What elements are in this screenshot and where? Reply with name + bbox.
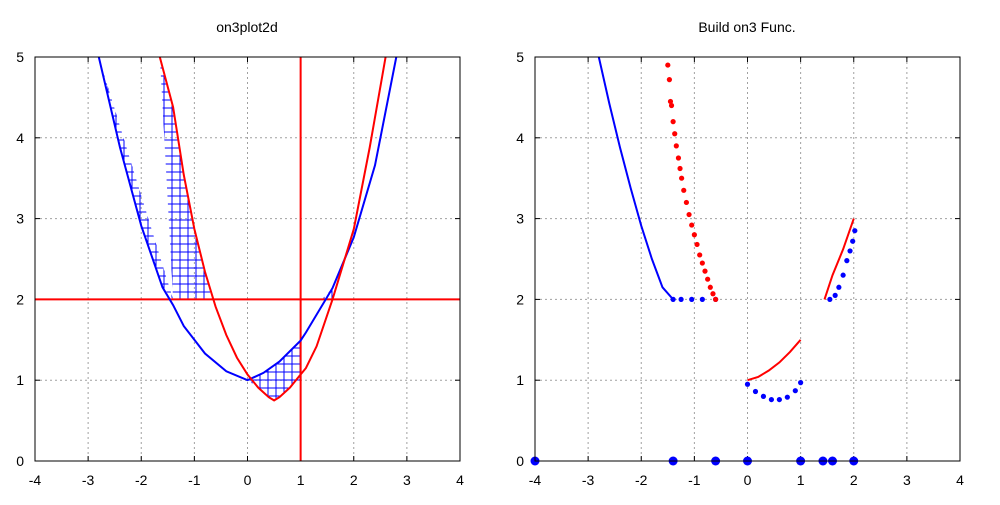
x-tick-label: 4 [456, 472, 464, 488]
series-marker [668, 102, 675, 109]
series-marker [847, 248, 853, 254]
x-tick-label: 1 [297, 472, 305, 488]
x-tick-label: 2 [350, 472, 358, 488]
series-marker [686, 211, 692, 218]
x-tick-label: -4 [529, 472, 542, 488]
series-marker [677, 165, 683, 172]
x-tick-label: 0 [744, 472, 752, 488]
series-marker [852, 228, 858, 234]
y-tick-label: 0 [16, 453, 24, 469]
series-line [597, 57, 674, 301]
series-marker [683, 199, 690, 206]
series-marker [827, 296, 833, 302]
series-marker [699, 260, 705, 266]
x-tick-label: -2 [635, 472, 648, 488]
series-marker [784, 394, 790, 400]
x-tick-label: -3 [82, 472, 95, 488]
series-marker [713, 296, 719, 302]
x-tick-label: -3 [582, 472, 595, 488]
series-marker [776, 396, 782, 403]
plot-area [597, 57, 855, 382]
hatched-region [98, 57, 212, 300]
plot-frame [34, 56, 461, 462]
series-marker [792, 388, 798, 394]
chart-title: Build on3 Func. [698, 19, 795, 35]
series-marker [844, 258, 850, 264]
series-marker [665, 62, 671, 68]
series-marker [798, 380, 804, 386]
y-tick-label: 5 [516, 49, 524, 65]
series-marker [679, 175, 685, 181]
series-marker [836, 284, 842, 290]
x-tick-label: -1 [688, 472, 701, 488]
y-tick-label: 3 [516, 211, 524, 227]
series-marker [699, 296, 705, 302]
series-marker [744, 381, 751, 387]
series-marker [681, 187, 687, 193]
plot-area [35, 57, 460, 461]
series-marker [850, 238, 856, 244]
x-tick-label: -4 [29, 472, 42, 488]
series-marker [670, 296, 676, 302]
series-line [158, 57, 387, 402]
series-line [823, 218, 855, 300]
grid [35, 57, 460, 461]
x-tick-label: 2 [850, 472, 858, 488]
x-tick-label: -1 [188, 472, 201, 488]
series-marker [705, 276, 711, 282]
y-tick-label: 4 [16, 130, 24, 146]
series-marker [670, 119, 676, 125]
series-marker [768, 396, 775, 403]
series-marker [689, 222, 695, 228]
x-tick-label: 3 [403, 472, 411, 488]
left-chart: on3plot2d -4 -3 -2 -1 0 1 2 3 4 0 1 2 3 4 5 [16, 19, 464, 488]
y-tick-label: 1 [516, 372, 524, 388]
series-line [97, 57, 398, 382]
series-marker [760, 393, 767, 399]
series-marker [832, 292, 838, 298]
y-tick-label: 3 [16, 211, 24, 227]
series-marker [691, 232, 697, 238]
grid [535, 57, 960, 461]
series-marker [694, 241, 700, 248]
plot-frame [534, 56, 961, 462]
series-marker [697, 252, 703, 258]
series-marker [666, 77, 673, 83]
series-marker [702, 268, 708, 274]
series-marker [707, 284, 713, 290]
y-tick-label: 1 [16, 372, 24, 388]
y-tick-label: 2 [516, 291, 524, 307]
series-marker [678, 296, 684, 302]
y-tick-label: 5 [16, 49, 24, 65]
series-marker [840, 272, 846, 278]
series-marker [672, 131, 678, 137]
x-tick-label: -2 [135, 472, 148, 488]
series-marker [673, 143, 679, 149]
x-tick-label: 1 [797, 472, 805, 488]
series-marker [667, 98, 674, 105]
chart-title: on3plot2d [216, 19, 278, 35]
x-tick-label: 3 [903, 472, 911, 488]
series-marker [689, 296, 695, 302]
y-tick-label: 4 [516, 130, 524, 146]
series-marker [710, 291, 716, 297]
right-chart: Build on3 Func. -4 -3 -2 -1 0 1 2 3 4 0 1 2 3 4 5 [516, 19, 964, 488]
series-marker [675, 155, 682, 161]
series-marker [752, 388, 759, 395]
y-tick-label: 2 [16, 291, 24, 307]
hatched-region [247, 340, 301, 401]
series-line [747, 339, 802, 382]
x-tick-label: 0 [244, 472, 252, 488]
y-tick-label: 0 [516, 453, 524, 469]
x-tick-label: 4 [956, 472, 964, 488]
